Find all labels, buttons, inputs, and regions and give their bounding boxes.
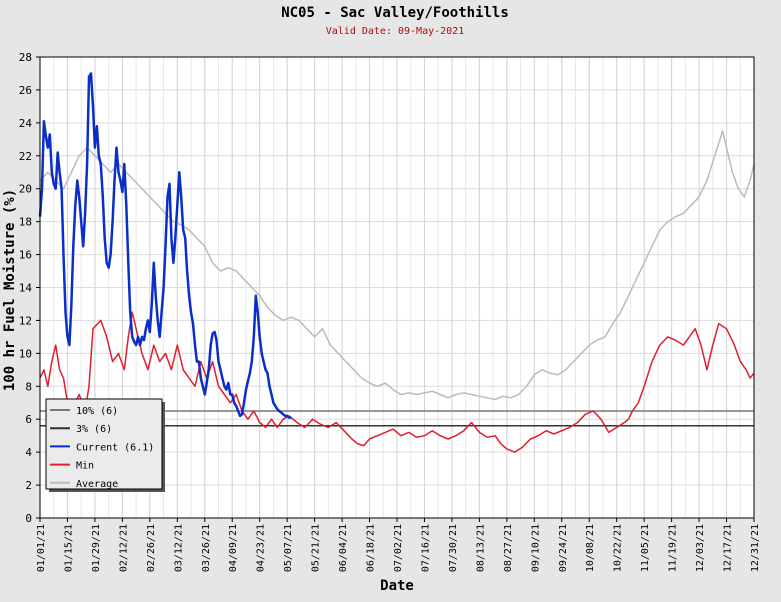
x-tick-label: 02/26/21 [146,524,157,572]
legend-label: Current (6.1) [76,442,154,453]
series-line-current [38,72,292,419]
legend-label: Min [76,461,94,472]
x-tick-label: 10/22/21 [613,524,624,572]
legend-label: 10% (6) [76,406,118,417]
y-tick-label: 28 [19,51,32,64]
x-tick-label: 06/18/21 [366,524,377,572]
x-tick-label: 04/09/21 [228,524,239,572]
x-tick-label: 12/03/21 [695,524,706,572]
legend-label: 3% (6) [76,424,112,435]
y-tick-label: 4 [25,446,32,459]
chart-subtitle: Valid Date: 09-May-2021 [326,26,464,37]
x-tick-label: 06/04/21 [338,524,349,572]
y-tick-label: 22 [19,150,32,163]
x-tick-label: 03/12/21 [173,524,184,572]
y-tick-label: 2 [25,479,32,492]
x-tick-label: 05/21/21 [311,524,322,572]
x-tick-label: 11/05/21 [640,524,651,572]
chart-title: NC05 - Sac Valley/Foothills [281,5,509,21]
y-tick-label: 0 [25,512,32,525]
y-tick-label: 26 [19,84,32,97]
y-tick-label: 16 [19,249,32,262]
y-tick-label: 24 [19,117,33,130]
y-tick-label: 8 [25,380,32,393]
x-tick-label: 07/16/21 [420,524,431,572]
legend-box [45,398,163,490]
y-tick-label: 6 [25,413,32,426]
x-tick-label: 10/08/21 [585,524,596,572]
y-tick-label: 14 [19,282,33,295]
x-tick-label: 01/15/21 [63,524,74,572]
series-layer [38,72,755,453]
x-tick-label: 05/07/21 [283,524,294,572]
y-axis-label: 100 hr Fuel Moisture (%) [2,189,18,391]
x-axis-ticks: 01/01/21 01/15/21 01/29/21 02/12/21 02/26/21… [36,518,761,572]
y-tick-label: 20 [19,183,32,196]
x-tick-label: 07/30/21 [448,524,459,572]
x-tick-label: 09/24/21 [558,524,569,572]
x-tick-label: 09/10/21 [530,524,541,572]
y-tick-label: 18 [19,216,32,229]
x-tick-label: 11/19/21 [668,524,679,572]
x-tick-label: 12/17/21 [723,524,734,572]
x-tick-label: 08/27/21 [503,524,514,572]
x-tick-label: 02/12/21 [118,524,129,572]
x-tick-label: 08/13/21 [475,524,486,572]
x-axis-label: Date [380,578,414,594]
x-tick-label: 04/23/21 [256,524,267,572]
x-tick-label: 01/29/21 [91,524,102,572]
x-tick-label: 07/02/21 [393,524,404,572]
legend: 10% (6) 3% (6) Current (6.1) Min Average [45,398,165,492]
x-tick-label: 03/26/21 [201,524,212,572]
x-tick-label: 12/31/21 [750,524,761,572]
y-tick-label: 12 [19,314,32,327]
y-tick-label: 10 [19,347,32,360]
x-tick-label: 01/01/21 [36,524,47,572]
series-line-average [39,130,755,401]
legend-label: Average [76,479,118,490]
